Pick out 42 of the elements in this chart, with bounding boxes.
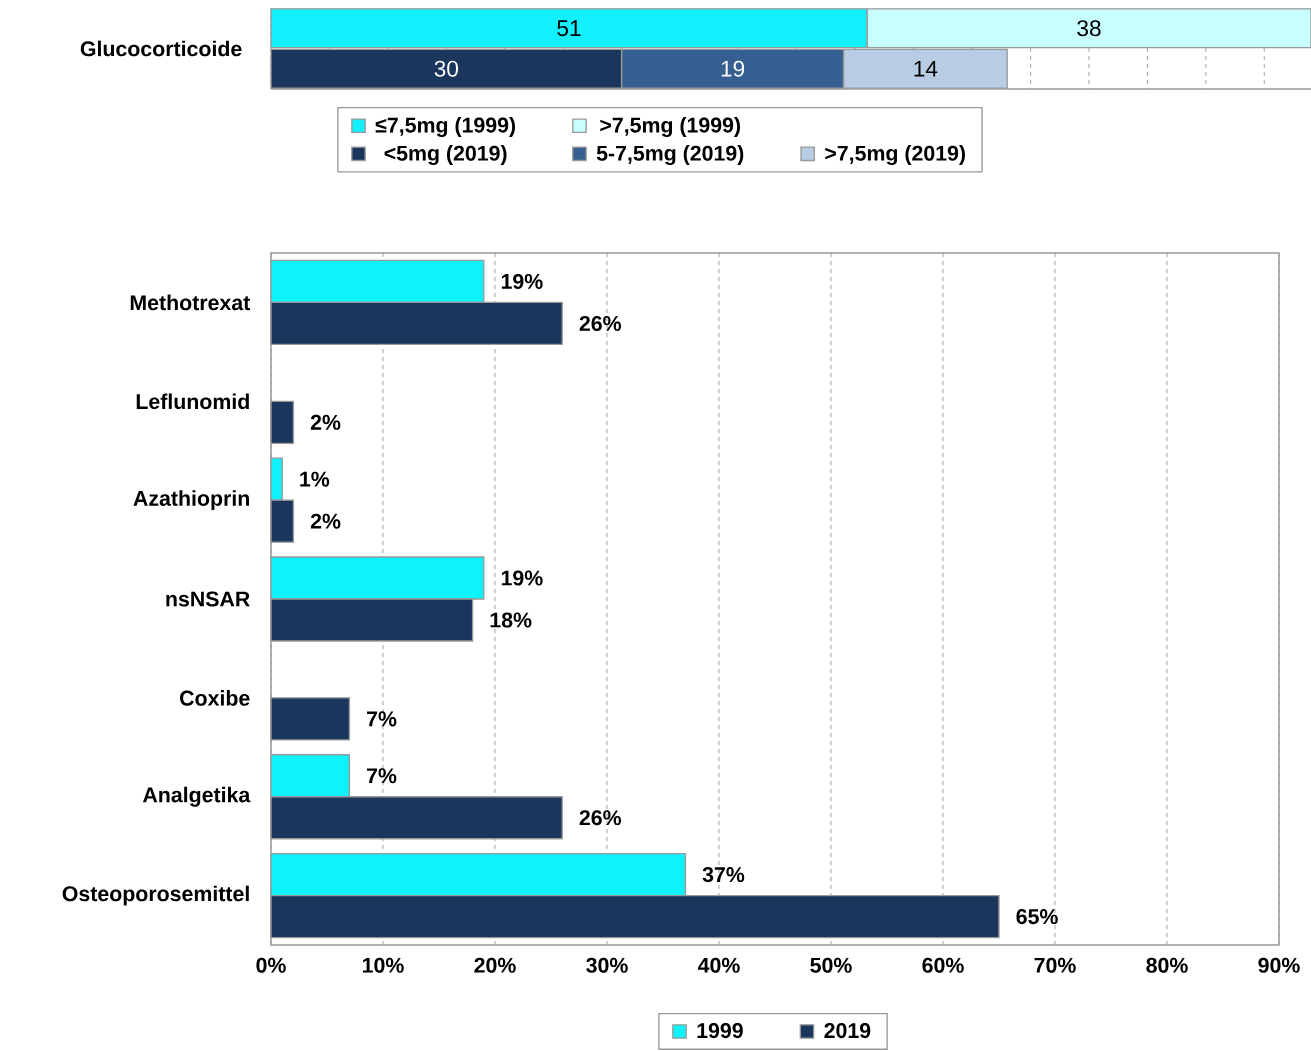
y-tick-label: Methotrexat bbox=[130, 294, 251, 311]
x-tick-label: 60% bbox=[922, 957, 964, 973]
x-tick-label: 0% bbox=[256, 957, 286, 973]
x-tick-label: 70% bbox=[1034, 957, 1076, 973]
y-axis-title: Glucocorticoide bbox=[80, 40, 242, 57]
legend-label: 2019 bbox=[824, 1023, 871, 1039]
x-tick-label: 20% bbox=[474, 957, 516, 973]
data-label: 26% bbox=[579, 810, 622, 826]
x-tick-label: 50% bbox=[810, 957, 852, 973]
data-label: 26% bbox=[579, 315, 622, 331]
data-label: 2% bbox=[310, 513, 341, 529]
data-label: 19% bbox=[501, 273, 543, 289]
legend-label: <5mg (2019) bbox=[384, 145, 507, 166]
data-label: 38 bbox=[1077, 20, 1101, 37]
x-tick-label: 80% bbox=[1146, 957, 1188, 973]
legend-label: >7,5mg (1999) bbox=[600, 117, 740, 137]
legend-label: >7,5mg (2019) bbox=[825, 145, 965, 166]
x-tick-label: 40% bbox=[697, 957, 740, 973]
y-tick-label: Azathioprin bbox=[133, 490, 249, 511]
legend-label: ≤7,5mg (1999) bbox=[375, 117, 516, 137]
y-tick-label: Osteoporosemittel bbox=[62, 885, 249, 906]
data-label: 19 bbox=[721, 60, 745, 77]
x-tick-label: 90% bbox=[1258, 957, 1300, 973]
data-label: 1% bbox=[300, 471, 330, 487]
data-label: 7% bbox=[367, 711, 397, 727]
legend-label: 1999 bbox=[697, 1023, 743, 1039]
legend-label: 5-7,5mg (2019) bbox=[596, 145, 744, 166]
data-label: 37% bbox=[702, 867, 745, 883]
x-tick-label: 10% bbox=[362, 957, 404, 973]
data-label: 30 bbox=[434, 60, 459, 77]
y-tick-label: Leflunomid bbox=[136, 393, 249, 410]
data-label: 18% bbox=[490, 612, 532, 628]
y-tick-label: Analgetika bbox=[142, 786, 251, 807]
data-label: 2% bbox=[310, 414, 341, 430]
y-tick-label: nsNSAR bbox=[166, 591, 250, 607]
y-tick-label: Coxibe bbox=[180, 690, 250, 706]
data-label: 14 bbox=[914, 60, 938, 77]
data-label: 7% bbox=[367, 768, 397, 784]
data-label: 65% bbox=[1016, 909, 1058, 925]
data-label: 19% bbox=[501, 570, 543, 586]
x-tick-label: 30% bbox=[586, 957, 628, 973]
data-label: 51 bbox=[557, 20, 581, 37]
